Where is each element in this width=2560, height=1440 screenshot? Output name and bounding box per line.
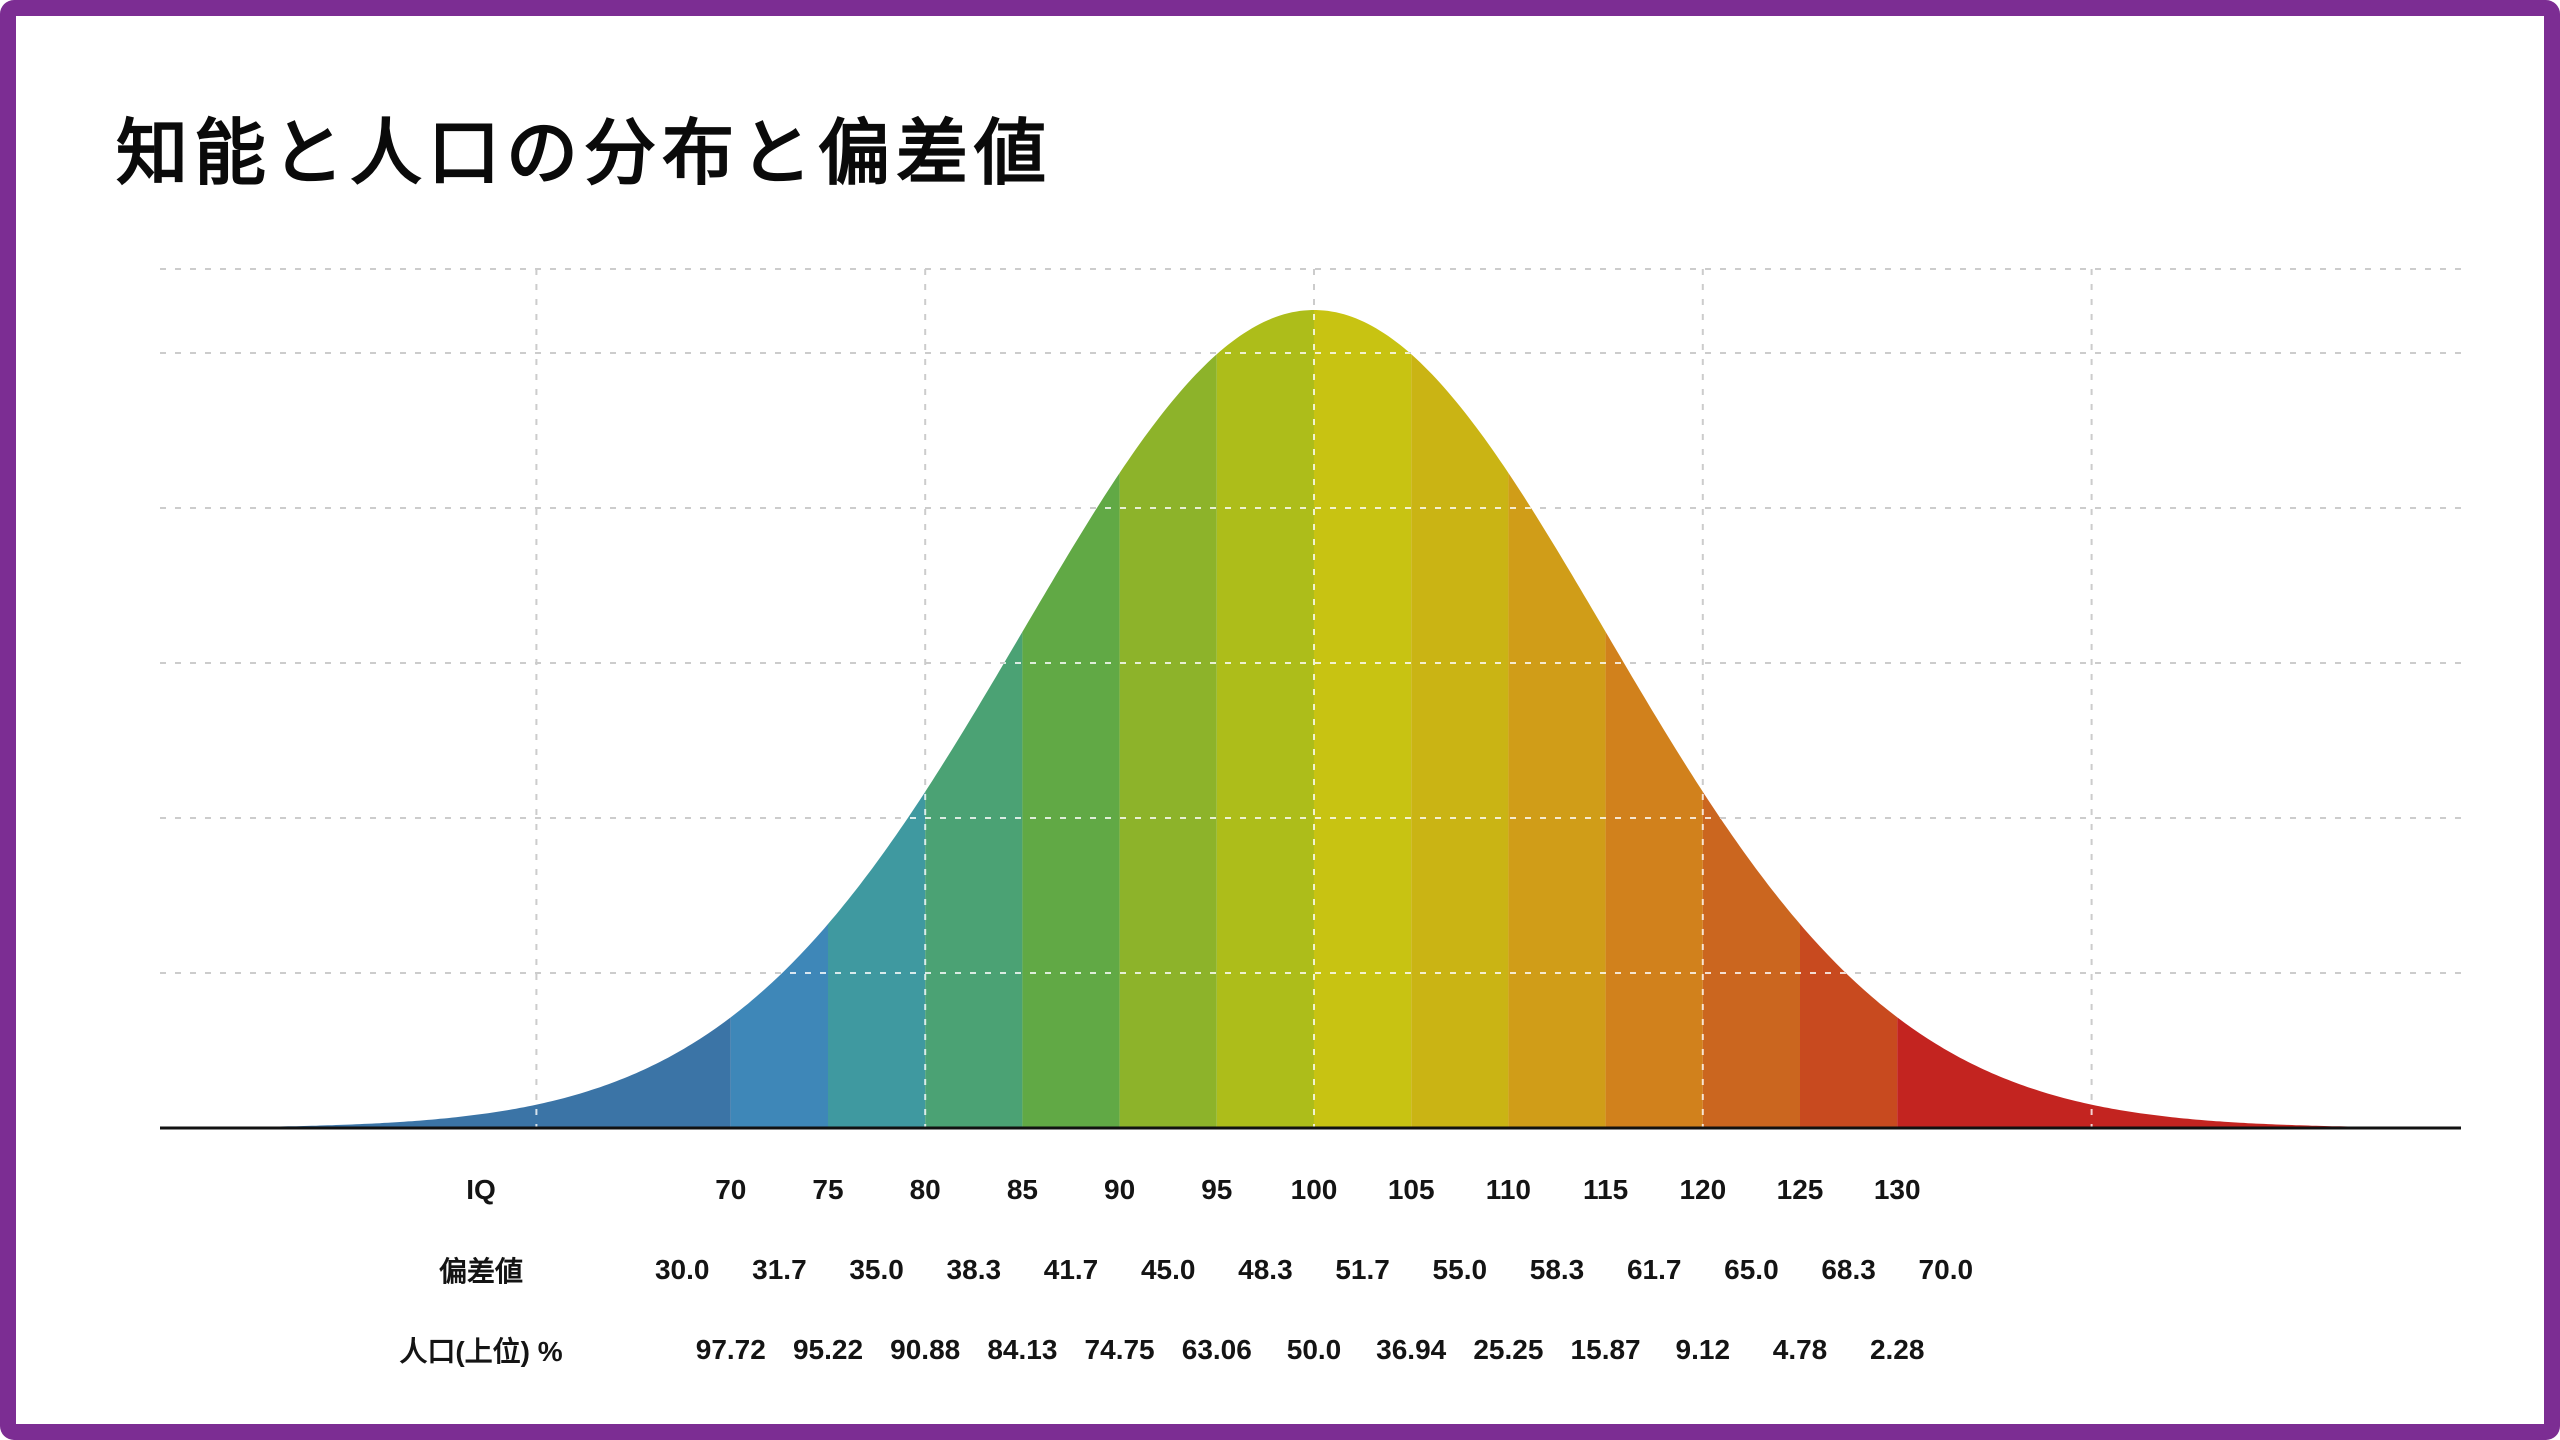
hensachi-value: 38.3 bbox=[946, 1254, 1002, 1285]
iq-value: 90 bbox=[1104, 1174, 1136, 1205]
population-value: 50.0 bbox=[1286, 1334, 1342, 1365]
population-value: 15.87 bbox=[1570, 1334, 1641, 1365]
iq-value: 115 bbox=[1583, 1174, 1629, 1205]
row-label-hensachi: 偏差値 bbox=[438, 1256, 524, 1287]
iq-value: 80 bbox=[909, 1174, 941, 1205]
distribution-band bbox=[1216, 310, 1314, 1128]
hensachi-value: 31.7 bbox=[752, 1254, 807, 1285]
axis-rows: IQ 70 75 80 85 90 95 100 105 110 115 120 125 130 偏差値 30… bbox=[16, 16, 2544, 1424]
row-label-population: 人口(上位) % bbox=[399, 1336, 563, 1367]
iq-value: 130 bbox=[1873, 1174, 1921, 1205]
population-value: 25.25 bbox=[1473, 1334, 1544, 1365]
population-value: 63.06 bbox=[1181, 1334, 1252, 1365]
hensachi-value: 68.3 bbox=[1821, 1254, 1876, 1285]
hensachi-value: 70.0 bbox=[1918, 1254, 1974, 1285]
population-value: 95.22 bbox=[792, 1334, 864, 1365]
hensachi-value: 61.7 bbox=[1626, 1254, 1682, 1285]
bell-curve-svg bbox=[160, 268, 2461, 1130]
hensachi-value: 45.0 bbox=[1140, 1254, 1196, 1285]
hensachi-value: 51.7 bbox=[1335, 1254, 1390, 1285]
row-label-iq: IQ bbox=[466, 1174, 496, 1205]
hensachi-value: 35.0 bbox=[849, 1254, 904, 1285]
hensachi-value: 48.3 bbox=[1238, 1254, 1293, 1285]
distribution-band bbox=[1314, 310, 1412, 1128]
iq-value: 85 bbox=[1006, 1174, 1038, 1205]
population-value: 74.75 bbox=[1084, 1334, 1155, 1365]
hensachi-value: 65.0 bbox=[1724, 1254, 1779, 1285]
population-value: 90.88 bbox=[890, 1334, 961, 1365]
population-value: 9.12 bbox=[1675, 1334, 1731, 1365]
iq-value: 70 bbox=[715, 1174, 747, 1205]
population-value: 36.94 bbox=[1376, 1334, 1447, 1365]
iq-value: 105 bbox=[1387, 1174, 1435, 1205]
population-value: 4.78 bbox=[1772, 1334, 1828, 1365]
iq-value: 95 bbox=[1201, 1174, 1233, 1205]
iq-value: 100 bbox=[1290, 1174, 1338, 1205]
population-value: 2.28 bbox=[1869, 1334, 1925, 1365]
population-value: 84.13 bbox=[987, 1334, 1058, 1365]
hensachi-value: 58.3 bbox=[1529, 1254, 1585, 1285]
iq-value: 125 bbox=[1776, 1174, 1824, 1205]
iq-value: 75 bbox=[812, 1174, 844, 1205]
iq-value: 110 bbox=[1485, 1174, 1531, 1205]
hensachi-value: 55.0 bbox=[1432, 1254, 1488, 1285]
hensachi-value: 41.7 bbox=[1043, 1254, 1099, 1285]
hensachi-value: 30.0 bbox=[654, 1254, 710, 1285]
population-value: 97.72 bbox=[695, 1334, 766, 1365]
iq-value: 120 bbox=[1679, 1174, 1727, 1205]
chart-title: 知能と人口の分布と偏差値 bbox=[116, 114, 1053, 194]
